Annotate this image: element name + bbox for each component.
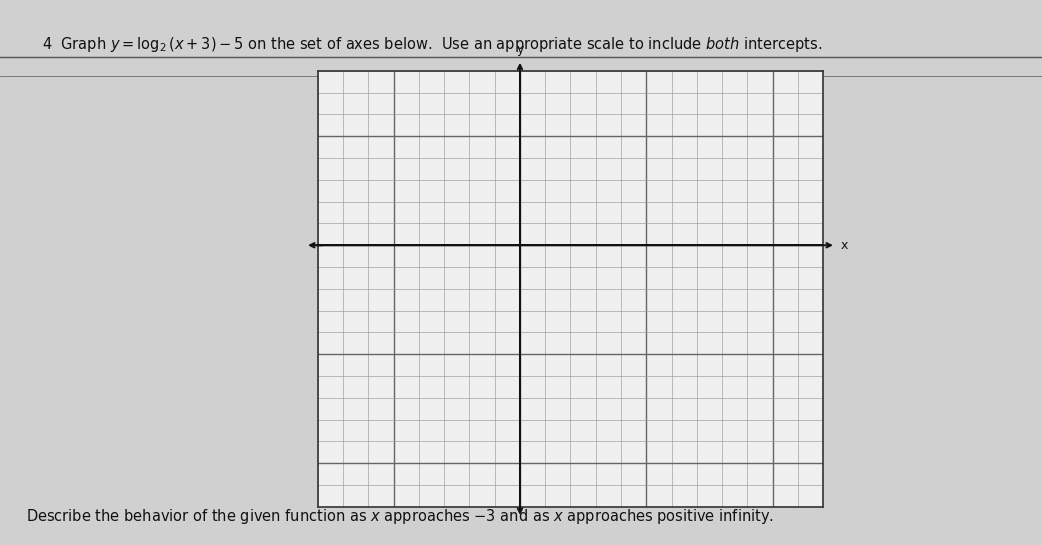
Text: 4  Graph $y = \log_2(x+3) - 5$ on the set of axes below.  Use an appropriate sca: 4 Graph $y = \log_2(x+3) - 5$ on the set… [42, 35, 822, 55]
Text: x: x [841, 239, 848, 252]
Text: y: y [516, 43, 524, 56]
Text: Describe the behavior of the given function as $x$ approaches $-3$ and as $x$ ap: Describe the behavior of the given funct… [26, 507, 774, 526]
